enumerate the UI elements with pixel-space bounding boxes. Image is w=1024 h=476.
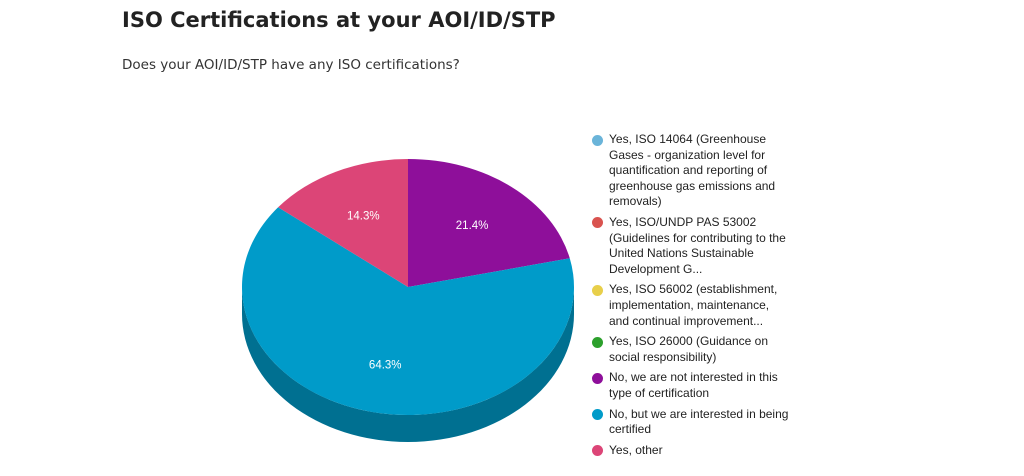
legend-swatch [592, 134, 603, 146]
legend-label: Yes, ISO 26000 (Guidance on social respo… [609, 334, 768, 364]
legend-item[interactable]: Yes, ISO 14064 (Greenhouse Gases - organ… [592, 132, 792, 210]
legend-label: No, but we are interested in being certi… [609, 406, 789, 437]
pie-data-label: 21.4% [456, 220, 489, 232]
legend-label: Yes, other [609, 442, 663, 457]
legend-item[interactable]: No, we are not interested in this type o… [592, 370, 792, 401]
legend-label: Yes, ISO 14064 (Greenhouse Gases - organ… [609, 132, 776, 209]
legend-label: Yes, ISO/UNDP PAS 53002 (Guidelines for … [609, 214, 786, 276]
pie-chart: 21.4% 64.3% 14.3% [241, 159, 574, 442]
legend-label: No, we are not interested in this type o… [609, 370, 778, 400]
legend-item[interactable]: Yes, ISO/UNDP PAS 53002 (Guidelines for … [592, 215, 792, 277]
legend-swatch [592, 409, 603, 420]
legend-item[interactable]: Yes, ISO 56002 (establishment, implement… [592, 282, 792, 329]
chart-legend: Yes, ISO 14064 (Greenhouse Gases - organ… [592, 132, 792, 463]
legend-item[interactable]: No, but we are interested in being certi… [592, 407, 792, 438]
legend-swatch [592, 217, 603, 229]
legend-swatch [592, 372, 603, 384]
pie-data-label: 64.3% [369, 359, 402, 371]
legend-swatch [592, 284, 603, 296]
pie-slice[interactable] [408, 159, 570, 287]
pie-slice[interactable] [278, 159, 408, 287]
legend-item[interactable]: Yes, ISO 26000 (Guidance on social respo… [592, 334, 792, 365]
chart-title: ISO Certifications at your AOI/ID/STP [122, 8, 556, 32]
legend-label: Yes, ISO 56002 (establishment, implement… [609, 282, 778, 328]
legend-swatch [592, 445, 603, 457]
pie-slice[interactable] [241, 207, 574, 416]
survey-question: Does your AOI/ID/STP have any ISO certif… [122, 57, 460, 73]
pie-slice-side [242, 287, 574, 442]
pie-data-label: 14.3% [347, 211, 380, 223]
legend-swatch [592, 336, 603, 348]
legend-item[interactable]: Yes, other [592, 443, 792, 459]
